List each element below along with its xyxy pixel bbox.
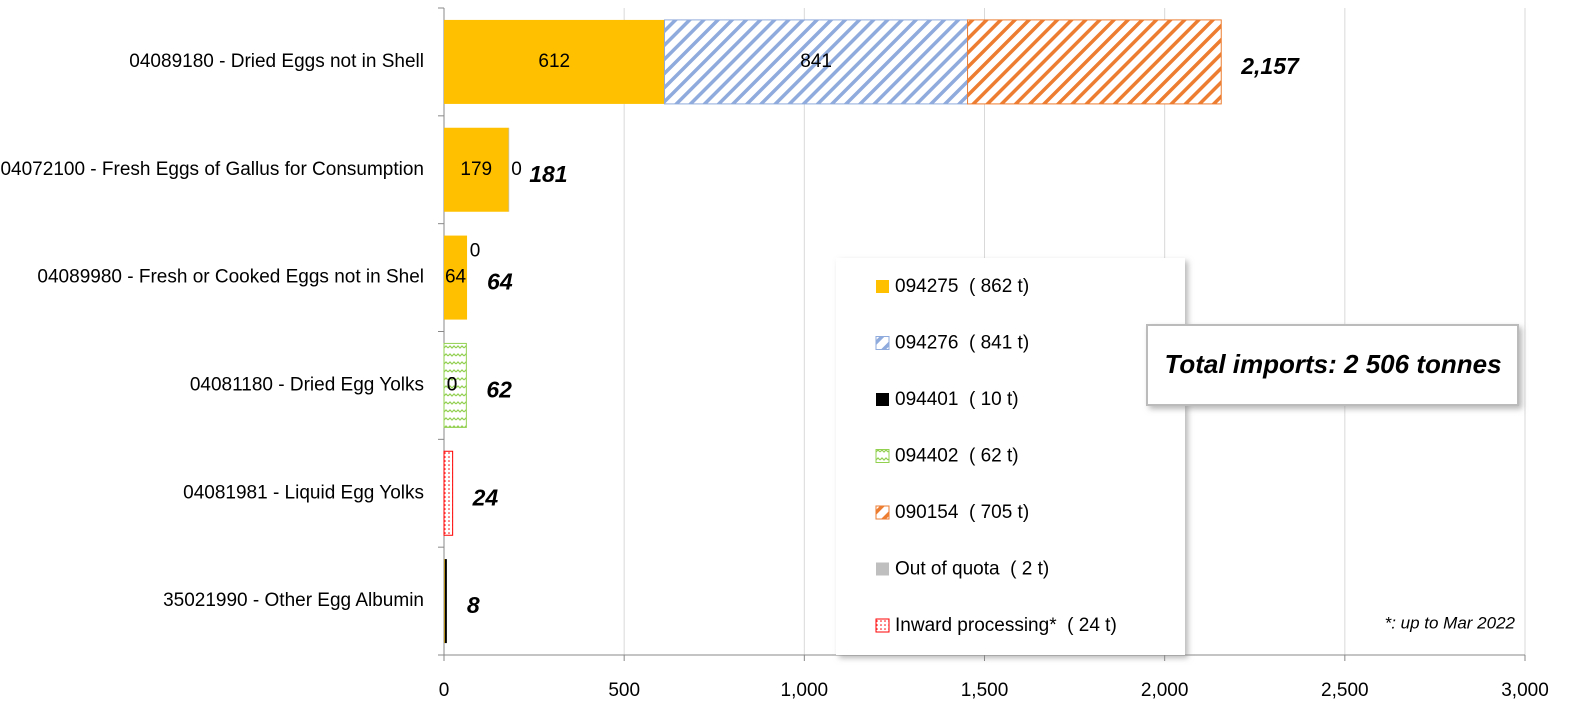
segment-label: 0 (447, 374, 458, 395)
x-tick-label: 2,500 (1321, 680, 1369, 701)
y-tick-label: 04072100 - Fresh Eggs of Gallus for Cons… (0, 159, 424, 180)
segment-label: 0 (470, 241, 481, 262)
legend-swatch (876, 393, 889, 406)
total-label: 181 (529, 161, 567, 187)
bar-segment (664, 19, 969, 105)
legend-label: 094275 ( 862 t) (895, 276, 1029, 297)
y-tick-label: 04089180 - Dried Eggs not in Shell (129, 51, 424, 72)
segment-label: 64 (445, 267, 467, 288)
segment-label: 841 (800, 51, 832, 72)
legend-swatch (876, 280, 889, 293)
x-tick-label: 0 (439, 680, 450, 701)
total-label: 8 (467, 592, 480, 618)
legend-swatch (875, 336, 890, 350)
legend-swatch (875, 505, 890, 520)
total-annotation: Total imports: 2 506 tonnes (1164, 349, 1501, 379)
x-tick-label: 500 (608, 680, 640, 701)
y-tick-label: 35021990 - Other Egg Albumin (163, 590, 424, 611)
bar-segment (443, 342, 467, 428)
bar-segment (444, 559, 445, 644)
segment-label: 612 (538, 51, 570, 72)
bar-segment (444, 127, 509, 212)
bar-segment (443, 450, 454, 536)
legend-swatch (875, 449, 890, 463)
legend-label: Inward processing* ( 24 t) (895, 615, 1117, 636)
segment-label: 0 (447, 374, 458, 395)
total-label: 2,157 (1240, 53, 1300, 79)
footnote: *: up to Mar 2022 (1385, 613, 1516, 632)
x-tick-label: 1,500 (961, 680, 1009, 701)
bar-segment (508, 127, 510, 212)
legend-box (836, 258, 1185, 655)
bar-segment (444, 19, 665, 104)
segment-label: 0 (511, 159, 522, 180)
bar-segment (967, 19, 1222, 105)
legend-label: 094401 ( 10 t) (895, 389, 1019, 410)
legend-label: Out of quota ( 2 t) (895, 559, 1049, 580)
x-tick-label: 3,000 (1501, 680, 1549, 701)
total-label: 24 (472, 484, 499, 510)
legend-label: 094276 ( 841 t) (895, 333, 1029, 354)
y-tick-label: 04081180 - Dried Egg Yolks (190, 374, 424, 395)
x-tick-label: 2,000 (1141, 680, 1189, 701)
annotation-box (1146, 324, 1519, 406)
legend-label: 094402 ( 62 t) (895, 446, 1019, 467)
legend-swatch (876, 562, 889, 576)
segment-label: 179 (460, 159, 492, 180)
total-label: 64 (487, 269, 513, 295)
legend-swatch (875, 618, 890, 633)
y-tick-label: 04089980 - Fresh or Cooked Eggs not in S… (37, 267, 424, 288)
bar-segment (444, 559, 447, 644)
y-tick-label: 04081981 - Liquid Egg Yolks (183, 482, 424, 503)
x-tick-label: 1,000 (781, 680, 829, 701)
bar-segment (444, 235, 468, 320)
legend-label: 090154 ( 705 t) (895, 502, 1029, 523)
total-label: 62 (486, 376, 512, 402)
